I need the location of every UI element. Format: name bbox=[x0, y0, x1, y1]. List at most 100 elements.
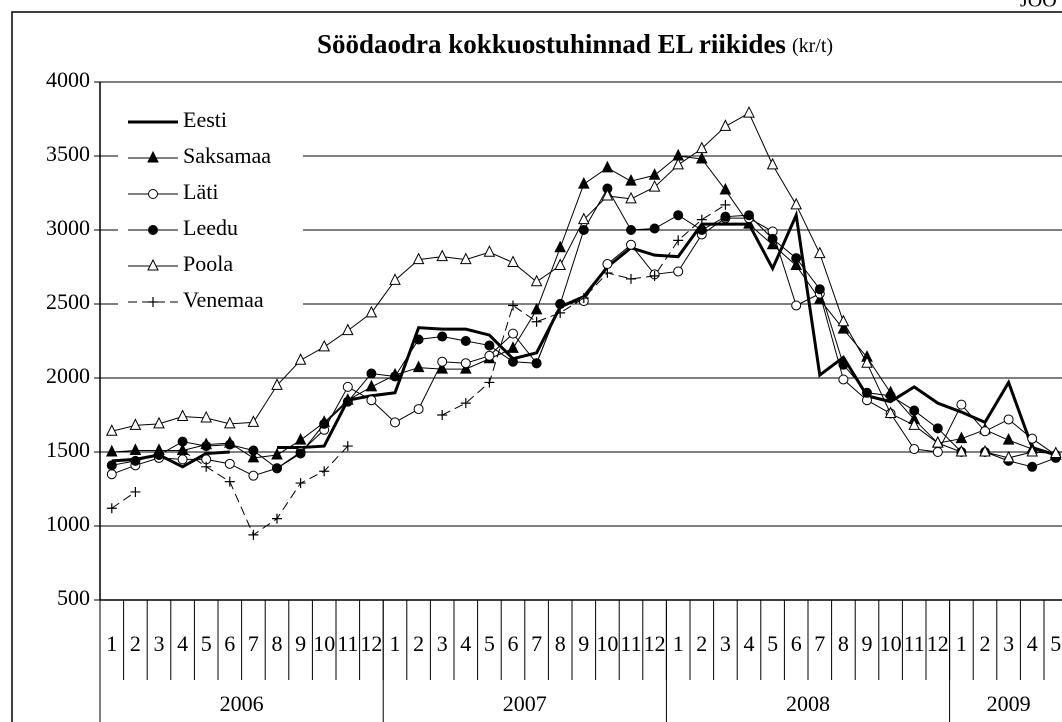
marker bbox=[601, 188, 614, 201]
marker bbox=[342, 381, 353, 392]
marker bbox=[530, 302, 543, 315]
marker bbox=[530, 274, 543, 287]
y-tick-label: 3500 bbox=[46, 141, 90, 166]
marker bbox=[602, 267, 613, 278]
x-tick-label: 4 bbox=[460, 631, 471, 656]
marker bbox=[648, 168, 661, 180]
marker bbox=[437, 331, 448, 342]
marker bbox=[956, 399, 967, 410]
marker bbox=[201, 441, 212, 452]
year-label: 2008 bbox=[786, 691, 830, 716]
marker bbox=[319, 466, 330, 477]
marker bbox=[106, 460, 117, 471]
marker bbox=[1002, 450, 1015, 463]
x-tick-label: 3 bbox=[720, 631, 731, 656]
x-tick-label: 10 bbox=[313, 631, 335, 656]
year-label: 2009 bbox=[987, 691, 1031, 716]
marker bbox=[1003, 414, 1014, 425]
marker bbox=[295, 478, 306, 489]
marker bbox=[909, 444, 920, 455]
marker bbox=[554, 258, 567, 271]
marker bbox=[955, 444, 968, 457]
marker bbox=[838, 374, 849, 385]
marker bbox=[695, 141, 708, 154]
marker bbox=[436, 249, 449, 262]
marker bbox=[862, 387, 872, 398]
marker bbox=[460, 336, 471, 346]
x-tick-label: 5 bbox=[767, 631, 778, 656]
chart-border bbox=[11, 11, 1062, 722]
marker bbox=[341, 323, 354, 336]
x-tick-label: 9 bbox=[295, 631, 306, 656]
marker bbox=[932, 447, 943, 457]
marker bbox=[437, 356, 448, 367]
marker bbox=[294, 433, 307, 445]
x-tick-label: 10 bbox=[880, 631, 902, 656]
marker bbox=[837, 314, 850, 327]
year-label: 2007 bbox=[503, 691, 547, 716]
marker bbox=[980, 426, 990, 437]
marker bbox=[813, 246, 826, 259]
x-tick-label: 9 bbox=[862, 631, 873, 656]
marker bbox=[696, 214, 707, 225]
x-tick-label: 9 bbox=[578, 631, 589, 656]
marker bbox=[271, 447, 283, 460]
marker bbox=[483, 245, 496, 257]
plot bbox=[105, 105, 1062, 540]
marker bbox=[148, 297, 158, 307]
marker bbox=[484, 340, 495, 351]
marker bbox=[366, 395, 377, 406]
marker bbox=[248, 445, 259, 456]
marker bbox=[484, 350, 495, 361]
marker bbox=[720, 199, 731, 210]
legend-label: Saksamaa bbox=[183, 143, 271, 168]
x-tick-label: 1 bbox=[956, 631, 967, 656]
x-tick-label: 12 bbox=[360, 631, 382, 656]
marker bbox=[601, 160, 614, 173]
legend-label: Poola bbox=[183, 251, 233, 276]
marker bbox=[224, 439, 235, 450]
legend: Eesti Saksamaa Läti Leedu Poola Venemaa bbox=[118, 100, 303, 328]
marker bbox=[555, 307, 566, 318]
marker bbox=[177, 454, 188, 465]
marker bbox=[507, 255, 519, 268]
marker bbox=[649, 223, 660, 234]
marker bbox=[177, 436, 188, 447]
marker bbox=[201, 461, 212, 472]
x-tick-label: 2 bbox=[413, 631, 424, 656]
x-tick-label: 7 bbox=[248, 631, 259, 656]
marker bbox=[224, 476, 235, 487]
marker bbox=[908, 418, 921, 430]
x-tick-label: 2 bbox=[980, 631, 991, 656]
marker bbox=[673, 210, 684, 221]
chart-title: Söödaodra kokkuostuhinnad EL riikides (kr… bbox=[317, 29, 833, 59]
marker bbox=[412, 360, 425, 373]
x-tick-label: 5 bbox=[1050, 631, 1061, 656]
marker bbox=[955, 431, 968, 444]
marker bbox=[577, 177, 590, 189]
marker bbox=[673, 266, 684, 277]
x-tick-label: 6 bbox=[508, 631, 519, 656]
marker bbox=[626, 239, 636, 250]
marker bbox=[247, 415, 260, 427]
marker bbox=[507, 341, 519, 353]
marker bbox=[979, 444, 991, 457]
marker bbox=[1002, 433, 1015, 445]
marker bbox=[147, 258, 159, 271]
x-tick-label: 2 bbox=[130, 631, 141, 656]
marker bbox=[390, 417, 400, 428]
legend-label: Leedu bbox=[183, 215, 238, 240]
marker bbox=[247, 450, 260, 463]
marker bbox=[389, 273, 401, 285]
x-tick-label: 6 bbox=[791, 631, 802, 656]
x-tick-label: 10 bbox=[596, 631, 618, 656]
y-tick-label: 1500 bbox=[46, 437, 90, 462]
marker bbox=[318, 339, 331, 352]
marker bbox=[625, 174, 637, 186]
marker bbox=[342, 441, 353, 452]
marker bbox=[365, 305, 378, 318]
marker bbox=[272, 513, 282, 524]
x-tick-label: 5 bbox=[484, 631, 495, 656]
